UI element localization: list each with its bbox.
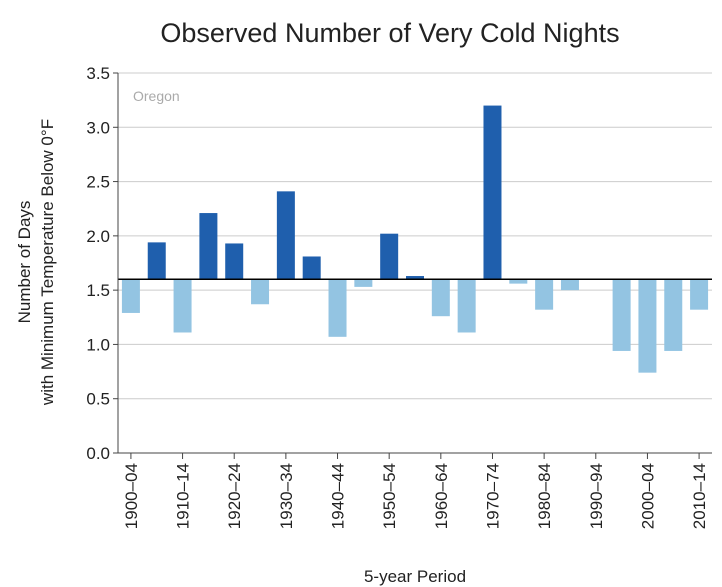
- x-tick-label: 2000–04: [638, 463, 657, 529]
- x-tick-label: 2010–14: [690, 463, 709, 529]
- x-axis-title: 5-year Period: [364, 567, 466, 586]
- bar: [457, 279, 476, 333]
- y-tick-label: 1.0: [86, 335, 110, 354]
- x-tick-label: 1970–74: [483, 463, 502, 529]
- x-tick-label: 1920–24: [225, 463, 244, 529]
- bar: [509, 279, 528, 284]
- y-tick-label: 0.0: [86, 444, 110, 463]
- y-axis-title: with Minimum Temperature Below 0°F: [38, 119, 57, 406]
- x-tick-label: 1910–14: [174, 463, 193, 529]
- bar: [276, 191, 295, 280]
- y-tick-label: 1.5: [86, 281, 110, 300]
- bar: [560, 279, 579, 291]
- y-tick-label: 2.0: [86, 227, 110, 246]
- bar: [251, 279, 270, 305]
- chart-title: Observed Number of Very Cold Nights: [160, 18, 619, 48]
- bar: [354, 279, 373, 287]
- bar: [612, 279, 631, 351]
- bar: [431, 279, 450, 317]
- annotation: Oregon: [133, 88, 180, 104]
- bar: [121, 279, 140, 313]
- bar: [302, 256, 321, 280]
- bar: [225, 243, 244, 280]
- bar: [664, 279, 683, 351]
- x-tick-label: 1960–64: [432, 463, 451, 529]
- bar: [380, 233, 399, 280]
- y-tick-label: 0.5: [86, 390, 110, 409]
- y-axis-title: Number of Days: [15, 201, 34, 324]
- bar: [406, 276, 424, 280]
- bar: [690, 279, 709, 310]
- bar: [328, 279, 347, 337]
- bar: [638, 279, 657, 373]
- x-tick-label: 1940–44: [329, 463, 348, 529]
- bar: [173, 279, 192, 333]
- x-tick-label: 1900–04: [122, 463, 141, 529]
- y-tick-label: 2.5: [86, 173, 110, 192]
- bar: [147, 242, 166, 280]
- x-tick-label: 1930–34: [277, 463, 296, 529]
- x-tick-label: 1950–54: [380, 463, 399, 529]
- bar: [535, 279, 554, 310]
- y-tick-label: 3.0: [86, 118, 110, 137]
- bar: [199, 213, 218, 280]
- bar: [483, 105, 502, 280]
- x-tick-label: 1990–94: [587, 463, 606, 529]
- x-tick-label: 1980–84: [535, 463, 554, 529]
- y-tick-label: 3.5: [86, 64, 110, 83]
